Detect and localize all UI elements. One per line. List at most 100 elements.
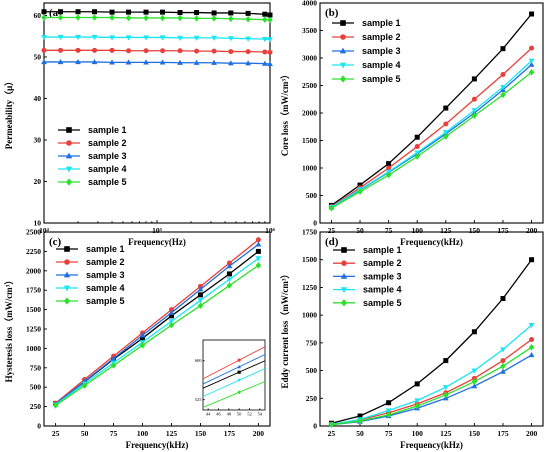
data-point	[41, 34, 47, 41]
inset-x-tick-label: 48	[227, 412, 232, 417]
y-tick-label: 750	[30, 363, 42, 372]
data-point	[194, 48, 200, 54]
data-point	[500, 368, 506, 374]
legend-label: sample 1	[363, 245, 402, 255]
legend-marker	[339, 47, 347, 54]
data-point	[471, 96, 477, 102]
legend-marker	[66, 127, 72, 133]
data-point	[228, 15, 234, 23]
y-tick-label: 30	[34, 135, 42, 144]
data-point	[414, 134, 420, 140]
data-point	[262, 11, 268, 17]
x-tick-label: 50	[356, 226, 364, 235]
y-tick-label: 1750	[302, 228, 317, 237]
data-point	[126, 48, 132, 54]
chart-b: 0 500 1000 1500 2000 2500 3000 3500 4000 25 50 75 10…	[280, 0, 544, 247]
y-tick-label: 1750	[26, 286, 41, 295]
data-point	[443, 133, 449, 140]
data-point	[159, 59, 166, 65]
data-point	[385, 171, 392, 179]
legend-label: sample 4	[362, 60, 401, 70]
data-point	[109, 9, 115, 15]
chart-a: 10 20 30 40 50 60 10⁴ 10⁵ 10⁶ Frequency(Hz) Permea…	[4, 2, 276, 247]
data-point	[471, 378, 478, 385]
x-tick-label: 200	[526, 429, 538, 438]
data-point	[211, 48, 217, 54]
data-point	[414, 150, 421, 156]
data-point	[357, 188, 363, 195]
data-point	[211, 35, 217, 41]
data-point	[262, 16, 268, 23]
legend-label: sample 3	[86, 270, 125, 280]
legend-marker	[340, 299, 348, 307]
inset-data-point	[237, 358, 241, 362]
inset-data-point	[237, 378, 242, 383]
y-tick-label: 40	[34, 94, 42, 103]
data-point	[91, 34, 98, 41]
y-tick-label: 1500	[26, 305, 41, 314]
data-point	[227, 60, 234, 66]
data-point	[81, 382, 88, 389]
data-point	[529, 257, 535, 263]
y-tick-label: 250	[306, 394, 318, 403]
data-point	[245, 10, 251, 16]
legend-marker	[340, 273, 348, 279]
data-point	[414, 153, 420, 160]
y-tick-label: 20	[34, 177, 42, 186]
data-point	[58, 47, 64, 53]
inset-x-tick-label: 52	[247, 412, 252, 417]
data-point	[267, 12, 273, 18]
data-point	[414, 398, 421, 404]
y-tick-label: 1250	[26, 325, 41, 334]
legend-label: sample 1	[362, 18, 401, 28]
y-tick-label: 250	[30, 402, 42, 411]
legend-label: sample 1	[86, 244, 125, 254]
plot-frame	[319, 231, 544, 427]
data-point	[528, 58, 535, 64]
x-axis-title: Frequency(kHz)	[400, 440, 463, 450]
series-line-1	[331, 259, 533, 424]
y-tick-label: 0	[37, 422, 41, 431]
x-tick-label: 175	[497, 429, 509, 438]
legend-label: sample 2	[363, 258, 402, 268]
data-point	[262, 49, 268, 55]
inset-data-point	[237, 390, 241, 395]
data-point	[177, 59, 183, 65]
y-axis-title: Permeability（μ）	[4, 77, 14, 150]
data-point	[177, 48, 183, 54]
data-point	[143, 59, 149, 65]
y-tick-label: 3500	[302, 26, 317, 35]
data-point	[227, 36, 234, 42]
legend-label: sample 3	[363, 271, 402, 281]
x-tick-label: 10⁴	[39, 226, 50, 235]
data-point	[529, 337, 535, 343]
legend-marker	[64, 246, 70, 252]
data-point	[529, 45, 535, 51]
x-tick-label: 150	[469, 429, 481, 438]
y-tick-label: 4000	[302, 0, 317, 8]
legend-label: sample 4	[88, 164, 127, 174]
data-point	[500, 72, 506, 77]
inset-series-line-4	[202, 368, 266, 397]
data-point	[386, 161, 392, 167]
y-tick-label: 500	[306, 366, 318, 375]
series-line-1	[331, 13, 533, 206]
series-line-4	[331, 324, 532, 425]
y-tick-label: 750	[306, 338, 318, 347]
data-point	[245, 60, 251, 66]
data-point	[92, 9, 98, 15]
inset-x-tick-label: 50	[237, 412, 242, 417]
data-point	[245, 36, 251, 42]
inset-y-tick-label: 600	[195, 358, 203, 363]
x-tick-label: 100	[412, 226, 424, 235]
data-point	[75, 9, 81, 15]
data-point	[109, 14, 115, 21]
inset-series-line-1	[202, 360, 266, 389]
data-point	[197, 298, 204, 304]
data-point	[139, 342, 146, 349]
inset-data-point	[237, 364, 242, 369]
x-tick-label: 175	[224, 429, 236, 438]
data-point	[500, 358, 506, 364]
data-point	[261, 36, 268, 43]
series-line-2	[331, 339, 532, 425]
